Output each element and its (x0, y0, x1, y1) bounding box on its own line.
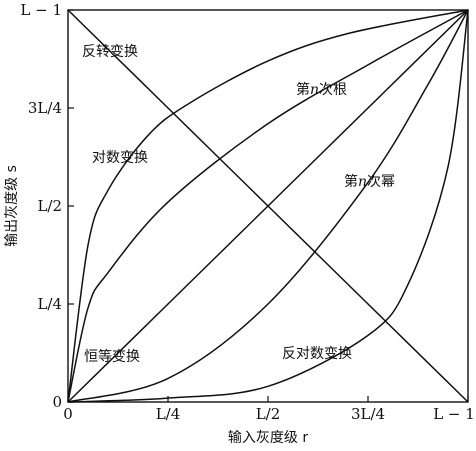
x-tick-label: 0 (63, 405, 73, 423)
curve-label: 恒等变换 (84, 348, 140, 365)
y-tick-label: L/4 (37, 295, 62, 313)
y-tick-label: 3L/4 (28, 99, 62, 117)
series-line-1 (67, 9, 469, 403)
series-line-3 (67, 9, 469, 403)
x-tick-label: L − 1 (433, 405, 475, 423)
x-tick-label: L/4 (156, 405, 181, 423)
x-tick-label: 3L/4 (351, 405, 385, 423)
curve-label: 第n次根 (296, 81, 347, 98)
curve-label: 反对数变换 (282, 345, 352, 362)
y-tick-label: L/2 (37, 197, 62, 215)
y-axis-title: 输出灰度级 s (4, 165, 20, 247)
x-axis-title: 输入灰度级 r (228, 430, 308, 446)
x-tick-label: L/2 (256, 405, 281, 423)
series-line-2 (67, 9, 469, 403)
series-line-5 (67, 9, 469, 403)
curve-label: 反转变换 (82, 43, 138, 60)
curve-label: 第n次幂 (344, 173, 395, 190)
y-tick-label: 0 (52, 393, 62, 411)
series-line-4 (67, 9, 469, 403)
y-tick-label: L − 1 (20, 1, 62, 19)
curve-label: 对数变换 (92, 149, 148, 166)
